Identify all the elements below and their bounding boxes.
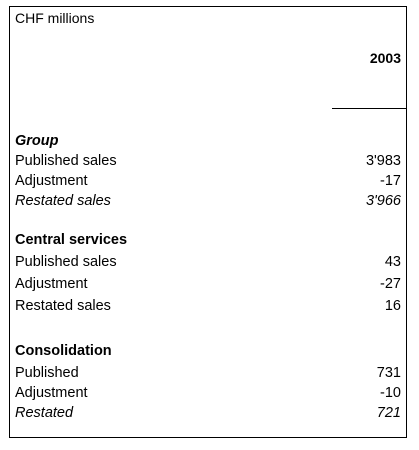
row-value: -27: [380, 276, 401, 292]
unit-caption: CHF millions: [15, 10, 95, 26]
row-label: Restated: [15, 405, 74, 421]
row-label: Restated sales: [15, 193, 111, 209]
row-label: Adjustment: [15, 276, 88, 292]
row-label: Adjustment: [15, 385, 88, 401]
row-value: 731: [376, 365, 401, 381]
row-value: 3'983: [365, 153, 401, 169]
year-underline: [332, 108, 406, 109]
row-label: Published sales: [15, 153, 117, 169]
table-row: Published sales 43: [15, 252, 401, 272]
section-heading-consolidation: Consolidation: [15, 343, 112, 359]
table-row: Published sales 3'983: [15, 151, 401, 171]
row-label: Published: [15, 365, 79, 381]
table-row: Adjustment -17: [15, 171, 401, 191]
table-row: Adjustment -27: [15, 274, 401, 294]
row-value: 16: [384, 298, 401, 314]
row-label: Adjustment: [15, 173, 88, 189]
row-value: -10: [380, 385, 401, 401]
table-row: Published 731: [15, 363, 401, 383]
section-heading-group: Group: [15, 133, 59, 149]
row-label: Published sales: [15, 254, 117, 270]
table-row: Restated sales 16: [15, 296, 401, 316]
row-value: 3'966: [365, 193, 401, 209]
year-header: 2003: [369, 50, 401, 66]
row-label: Restated sales: [15, 298, 111, 314]
table-row: Restated 721: [15, 403, 401, 423]
financial-table: CHF millions 2003 Group Published sales …: [9, 6, 407, 438]
row-value: 43: [384, 254, 401, 270]
row-value: 721: [376, 405, 401, 421]
table-row: Adjustment -10: [15, 383, 401, 403]
section-heading-central-services: Central services: [15, 232, 128, 248]
table-row: Restated sales 3'966: [15, 191, 401, 211]
row-value: -17: [380, 173, 401, 189]
